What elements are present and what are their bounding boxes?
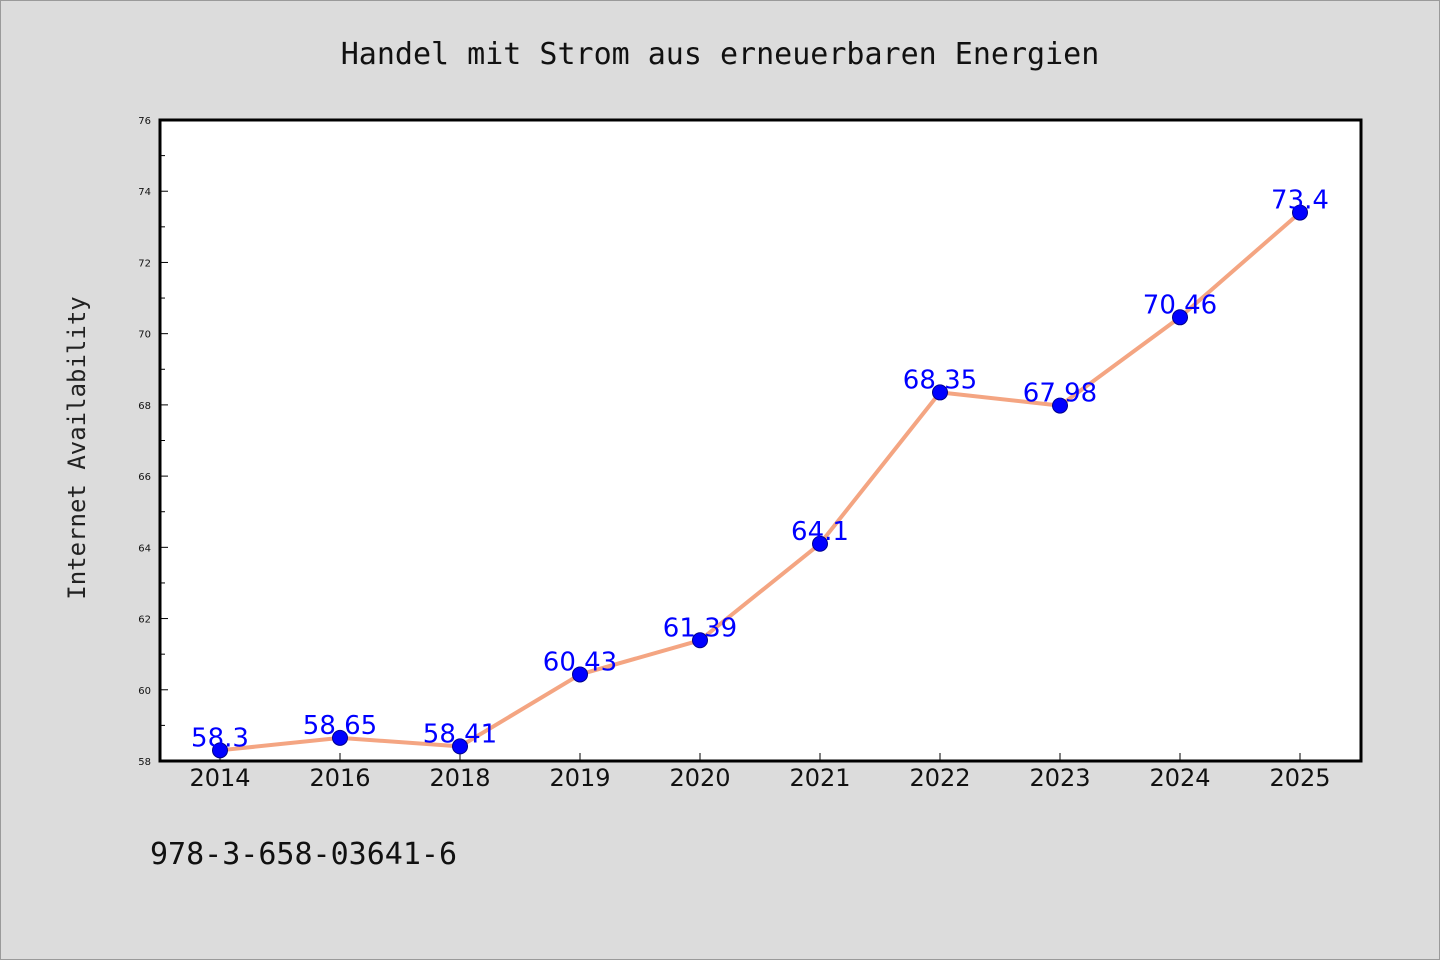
x-tick-label: 2016	[309, 764, 370, 792]
data-point	[212, 742, 228, 759]
data-label: 58.65	[303, 711, 377, 741]
y-tick-label: 64	[138, 543, 151, 554]
y-tick-label: 68	[138, 401, 151, 412]
data-point	[812, 535, 828, 552]
data-label: 70.46	[1143, 290, 1217, 320]
data-point	[1052, 397, 1068, 414]
x-tick-label: 2024	[1149, 764, 1210, 792]
plot-area	[158, 118, 1363, 763]
data-point	[452, 738, 468, 755]
y-axis-ticks: 58 60 62 64 66 68 70 72 74 76	[138, 116, 168, 768]
data-labels: 58.3 58.65 58.41 60.43 61.39 64.1 68.35 67.98 70…	[191, 186, 1329, 754]
x-axis-ticks: 2014 2016 2018 2019 2020 2021 2022 2023 2024 2025	[189, 753, 1331, 792]
x-tick-label: 2019	[549, 764, 610, 792]
x-tick-label: 2023	[1029, 764, 1090, 792]
y-tick-label: 74	[138, 187, 151, 198]
data-label: 73.4	[1271, 186, 1329, 216]
x-tick-label: 2021	[789, 764, 850, 792]
data-label: 58.3	[191, 723, 249, 753]
data-point	[932, 384, 948, 401]
y-tick-label: 58	[138, 757, 151, 768]
x-tick-label: 2022	[909, 764, 970, 792]
data-points	[212, 204, 1308, 759]
y-tick-label: 62	[138, 615, 151, 626]
y-tick-label: 70	[138, 330, 151, 341]
data-point	[692, 632, 708, 649]
y-tick-label: 60	[138, 686, 151, 697]
x-tick-label: 2025	[1269, 764, 1330, 792]
x-tick-label: 2018	[429, 764, 490, 792]
footer-isbn: 978-3-658-03641-6	[150, 837, 457, 872]
y-tick-label: 72	[138, 258, 151, 269]
data-point	[572, 666, 588, 683]
data-label: 67.98	[1023, 379, 1097, 409]
data-label: 61.39	[663, 613, 737, 643]
data-point	[1292, 204, 1308, 221]
data-point	[1172, 309, 1188, 326]
data-label: 58.41	[423, 719, 497, 749]
series-line	[219, 211, 1302, 753]
x-tick-label: 2020	[669, 764, 730, 792]
data-point	[332, 729, 348, 746]
chart-title: Handel mit Strom aus erneuerbaren Energi…	[341, 37, 1100, 72]
y-tick-label: 76	[138, 116, 151, 127]
x-tick-label: 2014	[189, 764, 250, 792]
data-label: 68.35	[903, 365, 977, 395]
y-tick-label: 66	[138, 472, 151, 483]
data-label: 60.43	[543, 647, 617, 677]
data-label: 64.1	[791, 517, 849, 547]
y-axis-label: Internet Availability	[63, 296, 91, 599]
